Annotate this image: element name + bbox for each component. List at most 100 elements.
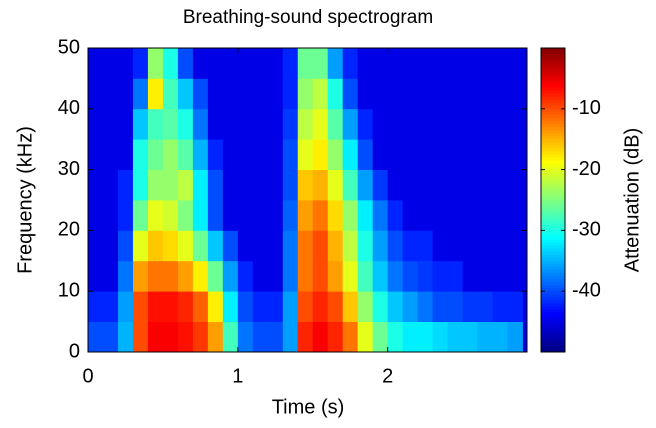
heatmap-cell <box>207 108 224 140</box>
heatmap-cell <box>267 78 284 110</box>
heatmap-cell <box>297 108 314 140</box>
colorbar-swatch <box>541 209 565 213</box>
heatmap-cell <box>162 291 179 322</box>
heatmap-cell <box>432 291 448 322</box>
colorbar-swatch <box>541 345 565 350</box>
heatmap-cell <box>282 169 299 201</box>
heatmap-cell <box>417 291 434 322</box>
heatmap-cell <box>252 139 269 170</box>
heatmap-cell <box>357 108 374 140</box>
colorbar-swatch <box>541 348 565 353</box>
colorbar <box>541 48 565 353</box>
heatmap-cell <box>447 291 463 322</box>
colorbar-tick-label: -40 <box>572 279 601 301</box>
heatmap-cell <box>312 108 329 140</box>
heatmap-cell <box>462 260 478 292</box>
heatmap-cell <box>192 291 209 322</box>
heatmap-cell <box>462 291 478 322</box>
heatmap-cell <box>132 139 149 170</box>
heatmap-cell <box>432 108 448 140</box>
heatmap-cell <box>312 260 329 292</box>
heatmap-cell <box>267 139 284 170</box>
heatmap-cell <box>342 321 359 353</box>
heatmap-cell <box>387 169 404 201</box>
heatmap-cell <box>477 78 493 110</box>
heatmap-cell <box>342 48 359 79</box>
heatmap-cell <box>477 169 493 201</box>
heatmap-cell <box>477 230 493 262</box>
heatmap-cell <box>222 78 239 110</box>
y-axis-label: Frequency (kHz) <box>14 126 36 274</box>
heatmap-cell <box>117 108 134 140</box>
heatmap-cell <box>192 139 209 170</box>
heatmap-cell <box>237 321 254 353</box>
heatmap-cell <box>88 230 104 262</box>
heatmap-cell <box>88 48 104 79</box>
colorbar-swatch <box>541 87 565 92</box>
heatmap-cell <box>282 260 299 292</box>
heatmap-cell <box>282 108 299 140</box>
heatmap-cell <box>357 260 374 292</box>
heatmap-cell <box>282 78 299 110</box>
heatmap-cell <box>192 108 209 140</box>
heatmap-cell <box>282 48 299 79</box>
heatmap-cell <box>447 169 463 201</box>
colorbar-swatch <box>541 327 565 332</box>
heatmap-cell <box>282 291 299 322</box>
heatmap-cell <box>447 230 463 262</box>
heatmap-cell <box>357 230 374 262</box>
y-tick-label: 0 <box>69 340 80 362</box>
heatmap-cell <box>402 291 419 322</box>
heatmap-cell <box>147 139 164 170</box>
heatmap-cell <box>147 48 164 79</box>
heatmap-cell <box>177 108 194 140</box>
heatmap-cell <box>492 139 508 170</box>
colorbar-swatch <box>541 54 565 58</box>
heatmap-cell <box>117 200 134 231</box>
x-tick-label: 2 <box>382 365 393 387</box>
heatmap-cell <box>447 260 463 292</box>
colorbar-swatch <box>541 254 565 259</box>
heatmap-cell <box>237 48 254 79</box>
heatmap-cell <box>237 78 254 110</box>
heatmap-cell <box>417 260 434 292</box>
heatmap-cell <box>222 108 239 140</box>
heatmap-cell <box>372 78 389 110</box>
y-tick-label: 40 <box>58 97 80 119</box>
heatmap-cell <box>447 78 463 110</box>
colorbar-swatch <box>541 90 565 95</box>
colorbar-swatch <box>541 276 565 280</box>
colorbar-swatch <box>541 181 565 186</box>
heatmap-cell <box>312 169 329 201</box>
heatmap-cell <box>222 260 239 292</box>
colorbar-swatch <box>541 263 565 268</box>
heatmap-cell <box>267 291 284 322</box>
colorbar-swatch <box>541 321 565 326</box>
heatmap-cell <box>327 291 344 322</box>
heatmap-cell <box>387 230 404 262</box>
heatmap-cell <box>417 78 434 110</box>
colorbar-swatch <box>541 272 565 277</box>
colorbar-swatch <box>541 203 565 207</box>
heatmap-cell <box>102 108 119 140</box>
x-tick-label: 1 <box>232 365 243 387</box>
colorbar-swatch <box>541 184 565 189</box>
heatmap-cell <box>387 78 404 110</box>
heatmap-cell <box>327 108 344 140</box>
colorbar-swatch <box>541 145 565 149</box>
heatmap-cell <box>177 260 194 292</box>
colorbar-swatch <box>541 111 565 116</box>
heatmap-cell <box>102 260 119 292</box>
heatmap-cell <box>177 200 194 231</box>
heatmap-cell <box>462 169 478 201</box>
colorbar-swatch <box>541 160 565 165</box>
heatmap-cell <box>297 260 314 292</box>
heatmap-cell <box>267 108 284 140</box>
colorbar-swatch <box>541 136 565 140</box>
heatmap-cell <box>447 48 463 79</box>
heatmap-cell <box>312 139 329 170</box>
heatmap-cell <box>88 78 104 110</box>
colorbar-swatch <box>541 124 565 128</box>
colorbar-swatch <box>541 151 565 155</box>
heatmap-cell <box>162 108 179 140</box>
